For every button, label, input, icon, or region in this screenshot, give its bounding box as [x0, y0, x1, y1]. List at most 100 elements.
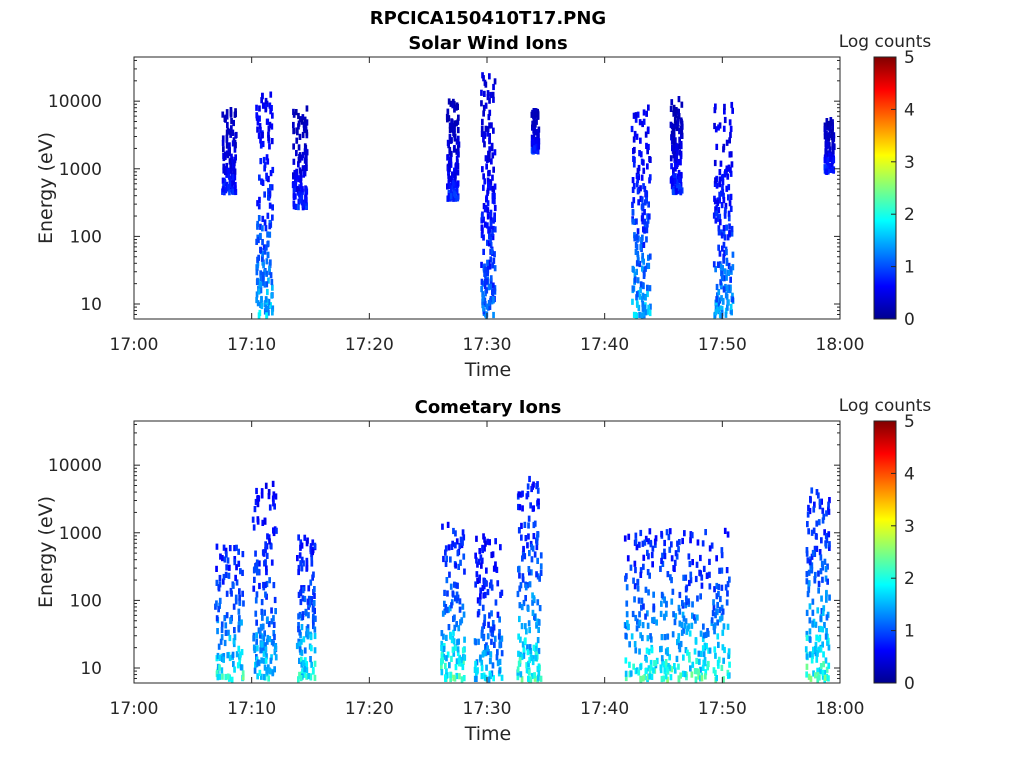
- spectrogram-cell: [715, 283, 719, 291]
- spectrogram-cell: [261, 215, 265, 222]
- spectrogram-cell: [669, 674, 673, 681]
- spectrogram-cell: [257, 288, 261, 295]
- spectrogram-cell: [265, 668, 269, 675]
- spectrogram-cell: [488, 612, 491, 619]
- spectrogram-cell: [268, 202, 272, 209]
- spectrogram-cell: [644, 190, 648, 197]
- spectrogram-cell: [490, 638, 493, 645]
- spectrogram-cell: [532, 505, 535, 512]
- spectrogram-cell: [443, 608, 447, 615]
- spectrogram-cell: [458, 606, 462, 613]
- spectrogram-cell: [484, 540, 487, 547]
- spectrogram-cell: [646, 213, 649, 220]
- spectrogram-cell: [301, 587, 305, 594]
- spectrogram-cell: [718, 122, 722, 129]
- spectrogram-cell: [483, 545, 486, 552]
- spectrogram-cell: [715, 608, 718, 615]
- spectrogram-cell: [673, 663, 676, 670]
- spectrogram-cell: [300, 118, 304, 125]
- colorbar-tick-label: 2: [904, 569, 915, 589]
- spectrogram-cell: [720, 547, 724, 554]
- spectrogram-cell: [673, 156, 677, 163]
- spectrogram-cell: [262, 275, 265, 282]
- spectrogram-cell: [234, 142, 237, 149]
- spectrogram-cell: [533, 672, 536, 679]
- spectrogram-cell: [229, 107, 233, 114]
- spectrogram-cell: [537, 647, 541, 655]
- spectrogram-cell: [457, 114, 460, 121]
- spectrogram-cell: [300, 154, 304, 161]
- spectrogram-cell: [263, 161, 267, 169]
- x-tick-label: 17:40: [580, 335, 629, 355]
- spectrogram-cell: [218, 654, 222, 661]
- spectrogram-cell: [634, 248, 638, 255]
- spectrogram-cell: [299, 169, 303, 176]
- spectrogram-cell: [646, 217, 650, 224]
- spectrogram-cell: [481, 166, 484, 173]
- spectrogram-cell: [827, 135, 830, 142]
- spectrogram-cell: [633, 146, 636, 154]
- spectrogram-cell: [302, 659, 305, 667]
- spectrogram-cell: [527, 533, 530, 540]
- spectrogram-cell: [459, 660, 463, 667]
- spectrogram-cell: [623, 535, 627, 542]
- spectrogram-cell: [722, 225, 726, 232]
- spectrogram-cell: [311, 539, 315, 546]
- spectrogram-cell: [824, 542, 828, 549]
- spectrogram-cell: [679, 171, 683, 179]
- spectrogram-cell: [713, 159, 717, 167]
- spectrogram-cell: [231, 188, 234, 195]
- spectrogram-cell: [537, 138, 541, 145]
- spectrogram-cell: [484, 155, 488, 162]
- spectrogram-cell: [650, 647, 654, 654]
- spectrogram-cell: [488, 146, 491, 153]
- spectrogram-cell: [704, 673, 707, 680]
- spectrogram-cell: [263, 518, 267, 525]
- spectrogram-cell: [638, 311, 641, 318]
- spectrogram-cell: [461, 603, 465, 610]
- spectrogram-cell: [312, 600, 316, 607]
- spectrogram-cell: [498, 658, 502, 665]
- spectrogram-cell: [639, 137, 642, 144]
- spectrogram-cell: [487, 240, 491, 247]
- y-tick-label: 1000: [59, 160, 102, 180]
- spectrogram-cell: [487, 648, 490, 656]
- spectrogram-cell: [679, 159, 682, 166]
- spectrogram-cell: [528, 550, 531, 557]
- spectrogram-cell: [489, 657, 492, 664]
- spectrogram-cell: [520, 653, 524, 661]
- spectrogram-cell: [489, 91, 493, 99]
- spectrogram-cell: [447, 115, 450, 122]
- spectrogram-cell: [639, 675, 642, 682]
- spectrogram-cell: [726, 531, 730, 538]
- spectrogram-cell: [309, 633, 313, 641]
- spectrogram-cell: [632, 155, 635, 162]
- spectrogram-cell: [230, 167, 233, 174]
- spectrogram-cell: [484, 266, 487, 273]
- y-axis-label: Energy (eV): [35, 496, 57, 608]
- colorbar-tick-label: 0: [904, 674, 915, 694]
- spectrogram-cell: [456, 144, 460, 152]
- spectrogram-cell: [221, 139, 225, 147]
- spectrogram-cell: [701, 645, 705, 652]
- spectrogram-cell: [274, 493, 278, 500]
- spectrogram-cell: [636, 585, 640, 592]
- spectrogram-cell: [230, 125, 233, 132]
- spectrogram-cell: [256, 501, 260, 508]
- spectrogram-cell: [731, 292, 734, 299]
- spectrogram-cell: [482, 136, 485, 143]
- spectrogram-cell: [214, 603, 217, 610]
- spectrogram-cell: [685, 628, 689, 635]
- spectrogram-cell: [728, 223, 731, 230]
- spectrogram-cell: [661, 552, 664, 559]
- spectrogram-cell: [500, 589, 504, 596]
- spectrogram-cell: [222, 152, 225, 160]
- spectrogram-cell: [268, 219, 272, 227]
- spectrogram-cell: [292, 193, 296, 200]
- spectrogram-cell: [298, 646, 302, 653]
- spectrogram-cell: [823, 157, 827, 164]
- spectrogram-cell: [269, 259, 272, 266]
- spectrogram-cell: [706, 664, 709, 671]
- spectrogram-cell: [674, 142, 678, 149]
- spectrogram-cell: [484, 279, 487, 286]
